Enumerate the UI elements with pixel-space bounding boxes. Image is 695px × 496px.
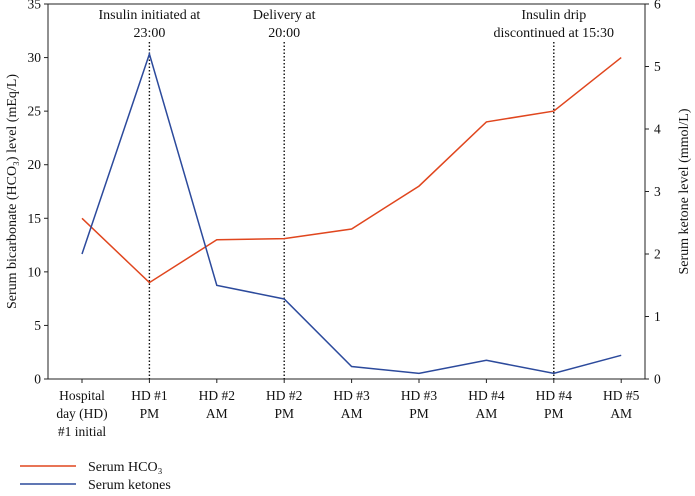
right-tick-label: 4	[654, 122, 661, 137]
x-tick-label: Hospital day (HD) #1 initial	[56, 388, 107, 439]
annotation-label: Delivery at 20:00	[253, 8, 316, 41]
x-tick-label: HD #2 PM	[266, 388, 302, 421]
legend-label: Serum HCO₃	[88, 460, 163, 475]
left-axis-title: Serum bicarbonate (HCO₃) level (mEq/L)	[5, 74, 20, 309]
legend-label: Serum ketones	[88, 478, 171, 493]
annotations: Insulin initiated at 23:00 Delivery at 20:0…	[98, 8, 614, 379]
axes: 0 5 10 15 20 25 30 35 0 1 2 3 4 5 6 Hospital day (HD) #1 …	[5, 0, 692, 439]
x-tick-label: HD #4 PM	[536, 388, 573, 421]
legend: Serum HCO₃ Serum ketones	[20, 460, 171, 493]
annotation-label: Insulin initiated at 23:00	[98, 8, 200, 41]
left-tick-label: 35	[28, 0, 42, 12]
x-tick-label: HD #4 AM	[468, 388, 505, 421]
x-tick-label: HD #2 AM	[199, 388, 235, 421]
x-tick-label: HD #5 AM	[603, 388, 640, 421]
left-tick-label: 20	[28, 157, 42, 172]
right-tick-label: 1	[654, 309, 661, 324]
series-line-ketones	[81, 51, 622, 375]
right-tick-label: 2	[654, 247, 661, 262]
left-tick-label: 25	[28, 104, 42, 119]
right-tick-label: 5	[654, 59, 661, 74]
left-tick-label: 0	[34, 372, 41, 387]
right-tick-label: 6	[654, 0, 661, 12]
left-tick-label: 30	[28, 50, 42, 65]
x-tick-label: HD #3 PM	[401, 388, 438, 421]
right-axis-title: Serum ketone level (mmol/L)	[677, 108, 692, 274]
left-tick-label: 5	[34, 318, 41, 333]
x-tick-label: HD #3 AM	[333, 388, 370, 421]
left-tick-label: 15	[28, 211, 42, 226]
series	[81, 51, 622, 375]
right-tick-label: 0	[654, 372, 661, 387]
left-tick-label: 10	[28, 264, 42, 279]
x-tick-label: HD #1 PM	[131, 388, 167, 421]
series-line-hco3	[81, 57, 622, 284]
annotation-label: Insulin drip discontinued at 15:30	[494, 8, 615, 41]
right-tick-label: 3	[654, 184, 661, 199]
